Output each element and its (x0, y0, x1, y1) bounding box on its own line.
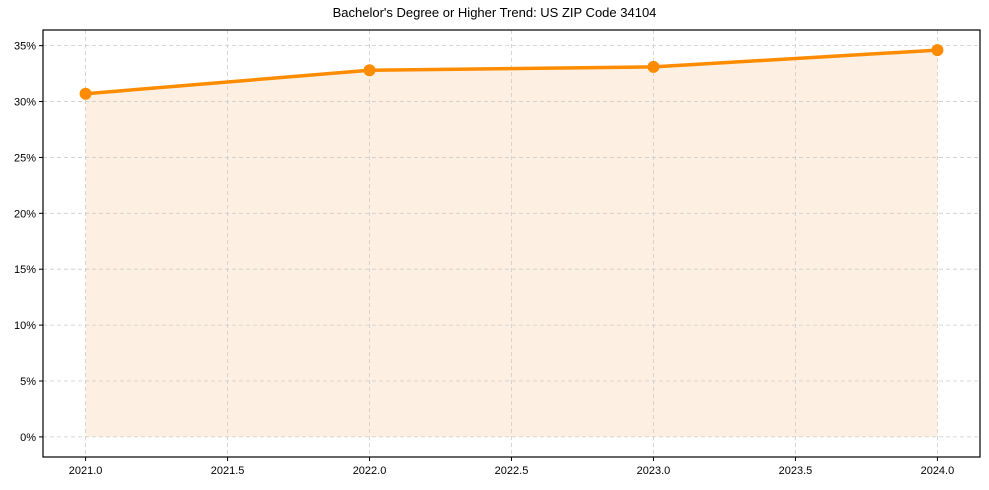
data-point-marker (647, 60, 660, 73)
chart-title: Bachelor's Degree or Higher Trend: US ZI… (332, 5, 657, 20)
x-tick-label: 2021.0 (69, 465, 103, 477)
gridlines (43, 30, 980, 457)
y-tick-label: 0% (20, 432, 36, 444)
x-tick-label: 2023.5 (779, 465, 813, 477)
y-tick-label: 20% (14, 208, 36, 220)
x-tick-label: 2021.5 (211, 465, 245, 477)
data-point-marker (79, 87, 92, 100)
data-point-marker (931, 44, 944, 57)
y-tick-label: 10% (14, 320, 36, 332)
y-axis-ticks: 0% 5% 10% 15% 20% 25% 30% 35% (14, 41, 43, 444)
y-tick-label: 30% (14, 97, 36, 109)
data-point-marker (363, 64, 376, 77)
data-line (79, 44, 944, 100)
y-tick-label: 15% (14, 264, 36, 276)
y-tick-label: 25% (14, 152, 36, 164)
x-tick-label: 2022.0 (353, 465, 387, 477)
y-tick-label: 35% (14, 41, 36, 53)
x-tick-label: 2023.0 (637, 465, 671, 477)
x-tick-label: 2022.5 (495, 465, 529, 477)
x-tick-label: 2024.0 (921, 465, 955, 477)
y-tick-label: 5% (20, 376, 36, 388)
x-axis-ticks: 2021.0 2021.5 2022.0 2022.5 2023.0 2023.5 2024… (69, 457, 954, 477)
